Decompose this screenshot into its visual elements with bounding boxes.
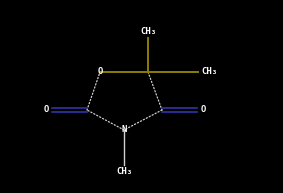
- Text: O: O: [97, 68, 103, 76]
- Text: O: O: [43, 106, 49, 114]
- Text: N: N: [121, 125, 127, 135]
- Text: CH₃: CH₃: [140, 26, 156, 36]
- Text: O: O: [200, 106, 206, 114]
- Text: CH₃: CH₃: [116, 168, 132, 177]
- Text: CH₃: CH₃: [201, 68, 217, 76]
